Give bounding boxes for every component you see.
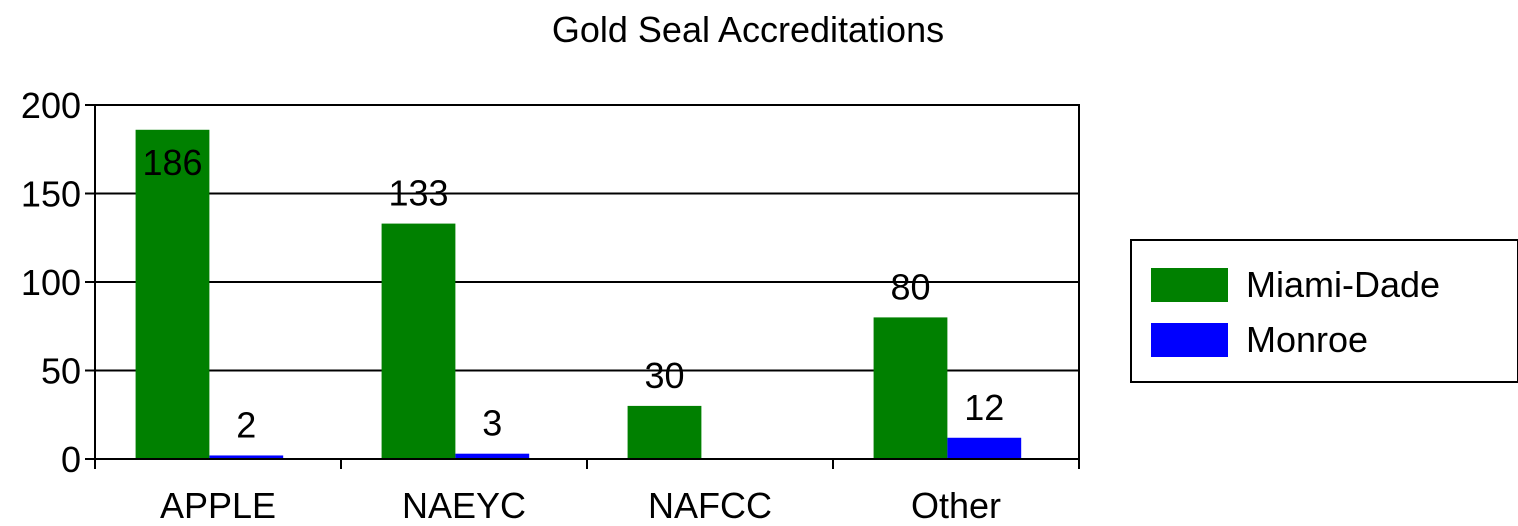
- data-label: 12: [964, 387, 1004, 428]
- bar-miami-dade-apple: [135, 129, 210, 459]
- legend-label: Monroe: [1246, 319, 1368, 360]
- bar-monroe-other: [947, 437, 1022, 459]
- bar-monroe-naeyc: [455, 453, 530, 459]
- x-tick-label: Other: [911, 485, 1001, 526]
- data-labels: 186 2 133 3 30 80 12: [142, 142, 1004, 446]
- y-tick-label: 100: [21, 262, 81, 303]
- y-tick-label: 0: [61, 439, 81, 480]
- bar-miami-dade-other: [873, 317, 948, 459]
- legend-label: Miami-Dade: [1246, 264, 1440, 305]
- legend: Miami-Dade Monroe: [1130, 239, 1518, 383]
- bar-miami-dade-nafcc: [627, 405, 702, 459]
- bar-miami-dade-naeyc: [381, 223, 456, 459]
- y-tick-label: 50: [41, 351, 81, 392]
- bar-monroe-apple: [209, 455, 284, 459]
- x-tick-label: NAEYC: [402, 485, 526, 526]
- legend-box: [1130, 239, 1518, 383]
- data-label: 133: [388, 173, 448, 214]
- legend-swatch: [1151, 268, 1228, 302]
- x-tick-label: APPLE: [160, 485, 276, 526]
- y-tick-label: 150: [21, 174, 81, 215]
- y-tick-label: 200: [21, 85, 81, 126]
- data-label: 186: [142, 142, 202, 183]
- data-label: 2: [236, 404, 256, 445]
- chart-title: Gold Seal Accreditations: [552, 9, 944, 50]
- legend-swatch: [1151, 323, 1228, 357]
- x-axis-ticks: APPLE NAEYC NAFCC Other: [94, 459, 1080, 526]
- bars: [135, 129, 1022, 459]
- data-label: 3: [482, 403, 502, 444]
- y-axis-ticks: 0 50 100 150 200: [21, 85, 95, 480]
- x-tick-label: NAFCC: [648, 485, 772, 526]
- data-label: 30: [644, 355, 684, 396]
- data-label: 80: [890, 266, 930, 307]
